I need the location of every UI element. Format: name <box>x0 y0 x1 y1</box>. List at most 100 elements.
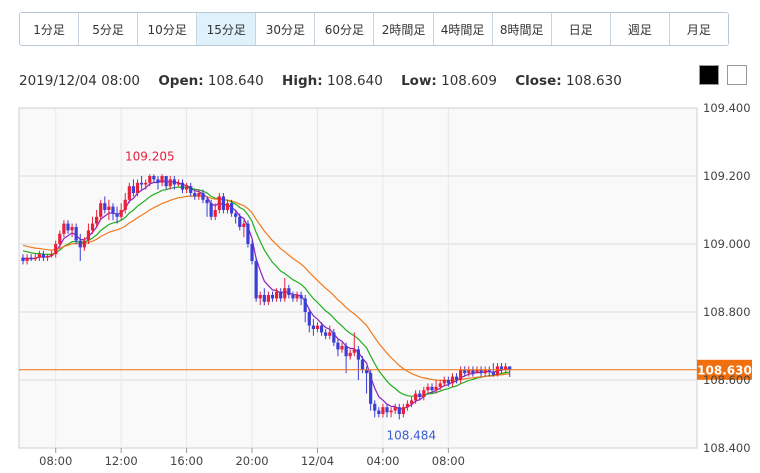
candle <box>25 254 29 265</box>
candle-body <box>229 203 234 214</box>
candles <box>21 174 512 420</box>
candle-body <box>140 182 144 185</box>
candle <box>377 407 381 418</box>
tab-11[interactable]: 週足 <box>610 13 670 45</box>
candle <box>438 380 442 391</box>
candle-body <box>270 295 275 299</box>
last-price-tag-label: 108.630 <box>697 363 752 377</box>
candle <box>221 193 226 214</box>
candle-body <box>409 400 414 404</box>
candle <box>467 366 471 377</box>
candle <box>381 403 385 418</box>
candle-body <box>319 325 324 333</box>
candle <box>258 291 262 306</box>
y-tick-label: 108.400 <box>703 441 751 455</box>
candle-body <box>463 369 467 374</box>
candle <box>82 237 86 251</box>
candle <box>185 182 189 193</box>
candle-body <box>66 223 70 231</box>
candle-body <box>193 193 197 197</box>
candle-body <box>111 206 115 214</box>
candle <box>508 366 512 377</box>
x-tick-label: 08:00 <box>39 454 72 468</box>
tab-1[interactable]: 1分足 <box>20 13 80 45</box>
candle <box>246 220 250 248</box>
candle-body <box>238 216 242 227</box>
tab-12[interactable]: 月足 <box>669 13 728 45</box>
candle <box>127 182 131 204</box>
candle <box>197 189 201 200</box>
candle-body <box>459 369 463 380</box>
tab-3[interactable]: 10分足 <box>138 13 198 45</box>
candle <box>74 223 78 244</box>
candle-body <box>422 390 426 397</box>
candle <box>164 176 168 190</box>
candle-body <box>131 186 136 193</box>
candle <box>131 179 136 197</box>
candle <box>483 366 487 377</box>
candle-body <box>487 369 491 372</box>
candle <box>103 196 107 214</box>
candle <box>499 363 504 374</box>
candle <box>152 174 156 183</box>
candle-body <box>483 369 487 374</box>
tab-8[interactable]: 4時間足 <box>433 13 493 45</box>
plot-background <box>18 107 698 449</box>
bar-datetime: 2019/12/04 08:00 <box>19 73 141 89</box>
candle <box>234 210 238 224</box>
candle-body <box>385 407 389 413</box>
candle-body <box>164 176 168 187</box>
candle <box>209 199 213 221</box>
candle-body <box>103 203 107 210</box>
candle-body <box>315 325 320 329</box>
candle <box>193 189 197 200</box>
tab-7[interactable]: 2時間足 <box>374 13 434 45</box>
candle-body <box>499 366 504 370</box>
candle-body <box>58 233 62 244</box>
tab-9[interactable]: 8時間足 <box>492 13 552 45</box>
candle-body <box>123 199 127 210</box>
candle-body <box>373 403 377 411</box>
ma-mid-line <box>22 186 510 397</box>
close-label: Close: <box>515 73 562 89</box>
candle-body <box>234 213 238 217</box>
candle <box>140 176 144 190</box>
candle-body <box>99 203 103 217</box>
candle-body <box>299 295 303 299</box>
candle-body <box>381 407 385 414</box>
y-axis: 109.400 109.200 109.000 108.800 108.600 108.4… <box>703 101 751 455</box>
candle <box>274 288 279 302</box>
tab-5[interactable]: 30分足 <box>256 13 316 45</box>
light-theme-button[interactable] <box>727 65 747 85</box>
candle <box>487 366 491 377</box>
candle <box>135 179 140 197</box>
candle-body <box>475 369 479 374</box>
candle-body <box>152 176 156 180</box>
candle <box>172 176 176 190</box>
tab-10[interactable]: 日足 <box>551 13 611 45</box>
candle-body <box>217 196 221 210</box>
candle <box>287 284 291 299</box>
tab-2[interactable]: 5分足 <box>79 13 139 45</box>
candle-body <box>90 223 95 231</box>
candle <box>324 329 328 340</box>
candle-body <box>504 366 508 370</box>
x-tick-label: 04:00 <box>366 454 399 468</box>
candle <box>262 288 266 306</box>
tab-4[interactable]: 15分足 <box>197 13 257 45</box>
candle-body <box>95 216 99 224</box>
candle <box>225 199 230 214</box>
candle <box>21 254 25 265</box>
dark-theme-button[interactable] <box>699 65 719 85</box>
candle-body <box>405 403 410 408</box>
candle <box>115 206 119 224</box>
candle-body <box>369 373 373 404</box>
candle-body <box>356 349 360 360</box>
candle-body <box>246 223 250 244</box>
candle <box>389 407 393 418</box>
candle-body <box>21 257 25 261</box>
tab-6[interactable]: 60分足 <box>315 13 375 45</box>
candle <box>119 203 123 221</box>
candle <box>66 220 70 234</box>
candle <box>156 176 160 190</box>
